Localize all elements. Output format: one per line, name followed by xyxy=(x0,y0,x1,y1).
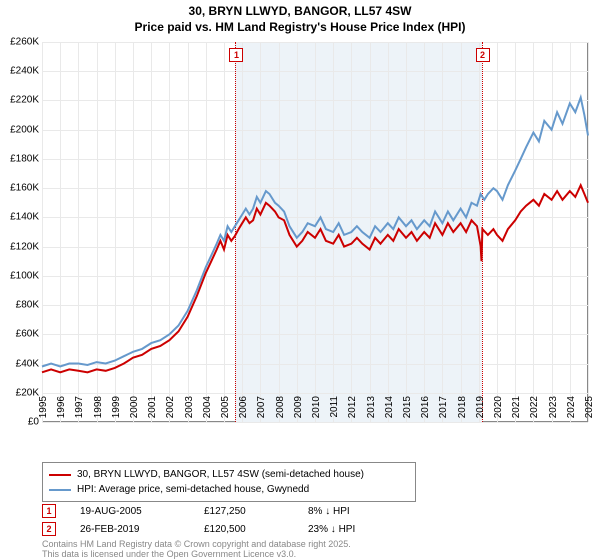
legend-swatch xyxy=(49,474,71,476)
ytick-label: £100K xyxy=(10,270,42,281)
ytick-label: £200K xyxy=(10,124,42,135)
xtick-label: 2008 xyxy=(275,396,286,426)
xtick-label: 2023 xyxy=(548,396,559,426)
legend-label: HPI: Average price, semi-detached house,… xyxy=(77,482,309,497)
xtick-label: 2022 xyxy=(529,396,540,426)
sale-row: 2 26-FEB-2019 £120,500 23% ↓ HPI xyxy=(42,520,562,538)
xtick-label: 2012 xyxy=(347,396,358,426)
xtick-label: 2006 xyxy=(238,396,249,426)
xtick-label: 2003 xyxy=(184,396,195,426)
chart-container: 30, BRYN LLWYD, BANGOR, LL57 4SW Price p… xyxy=(0,0,600,560)
ytick-label: £240K xyxy=(10,66,42,77)
ytick-label: £120K xyxy=(10,241,42,252)
ytick-label: £40K xyxy=(16,358,42,369)
xtick-label: 2020 xyxy=(493,396,504,426)
ytick-label: £60K xyxy=(16,329,42,340)
xtick-label: 2024 xyxy=(566,396,577,426)
title-line-1: 30, BRYN LLWYD, BANGOR, LL57 4SW xyxy=(0,4,600,20)
xtick-label: 2001 xyxy=(147,396,158,426)
footnote-line-2: This data is licensed under the Open Gov… xyxy=(42,550,351,560)
title-line-2: Price paid vs. HM Land Registry's House … xyxy=(0,20,600,36)
sale-date: 19-AUG-2005 xyxy=(80,506,180,517)
sale-price: £127,250 xyxy=(204,506,284,517)
xtick-label: 2010 xyxy=(311,396,322,426)
xtick-label: 2019 xyxy=(475,396,486,426)
ytick-label: £220K xyxy=(10,95,42,106)
xtick-label: 2002 xyxy=(165,396,176,426)
sale-row: 1 19-AUG-2005 £127,250 8% ↓ HPI xyxy=(42,502,562,520)
xtick-label: 1995 xyxy=(38,396,49,426)
sale-delta: 8% ↓ HPI xyxy=(308,506,350,517)
sale-delta: 23% ↓ HPI xyxy=(308,524,355,535)
xtick-label: 2004 xyxy=(202,396,213,426)
xtick-label: 2011 xyxy=(329,396,340,426)
legend-row: 30, BRYN LLWYD, BANGOR, LL57 4SW (semi-d… xyxy=(49,467,409,482)
xtick-label: 2025 xyxy=(584,396,595,426)
xtick-label: 1997 xyxy=(74,396,85,426)
xtick-label: 2018 xyxy=(457,396,468,426)
ytick-label: £260K xyxy=(10,37,42,48)
legend: 30, BRYN LLWYD, BANGOR, LL57 4SW (semi-d… xyxy=(42,462,416,502)
xtick-label: 2007 xyxy=(256,396,267,426)
xtick-label: 2005 xyxy=(220,396,231,426)
line-series xyxy=(42,42,588,422)
legend-swatch xyxy=(49,489,71,491)
xtick-label: 2013 xyxy=(366,396,377,426)
sale-row-marker: 2 xyxy=(42,522,56,536)
xtick-label: 2000 xyxy=(129,396,140,426)
xtick-label: 2015 xyxy=(402,396,413,426)
series-property xyxy=(42,185,588,372)
xtick-label: 1998 xyxy=(93,396,104,426)
xtick-label: 1999 xyxy=(111,396,122,426)
xtick-label: 1996 xyxy=(56,396,67,426)
ytick-label: £80K xyxy=(16,300,42,311)
plot-area: 12 £0£20K£40K£60K£80K£100K£120K£140K£160… xyxy=(42,42,588,422)
legend-label: 30, BRYN LLWYD, BANGOR, LL57 4SW (semi-d… xyxy=(77,467,364,482)
xtick-label: 2017 xyxy=(438,396,449,426)
xtick-label: 2009 xyxy=(293,396,304,426)
xtick-label: 2016 xyxy=(420,396,431,426)
ytick-label: £180K xyxy=(10,153,42,164)
ytick-label: £160K xyxy=(10,183,42,194)
legend-row: HPI: Average price, semi-detached house,… xyxy=(49,482,409,497)
sale-price: £120,500 xyxy=(204,524,284,535)
chart-title: 30, BRYN LLWYD, BANGOR, LL57 4SW Price p… xyxy=(0,0,600,35)
ytick-label: £140K xyxy=(10,212,42,223)
xtick-label: 2021 xyxy=(511,396,522,426)
sale-date: 26-FEB-2019 xyxy=(80,524,180,535)
sale-rows: 1 19-AUG-2005 £127,250 8% ↓ HPI 2 26-FEB-2019… xyxy=(42,502,562,538)
sale-row-marker: 1 xyxy=(42,504,56,518)
footnote: Contains HM Land Registry data © Crown c… xyxy=(42,540,351,560)
xtick-label: 2014 xyxy=(384,396,395,426)
